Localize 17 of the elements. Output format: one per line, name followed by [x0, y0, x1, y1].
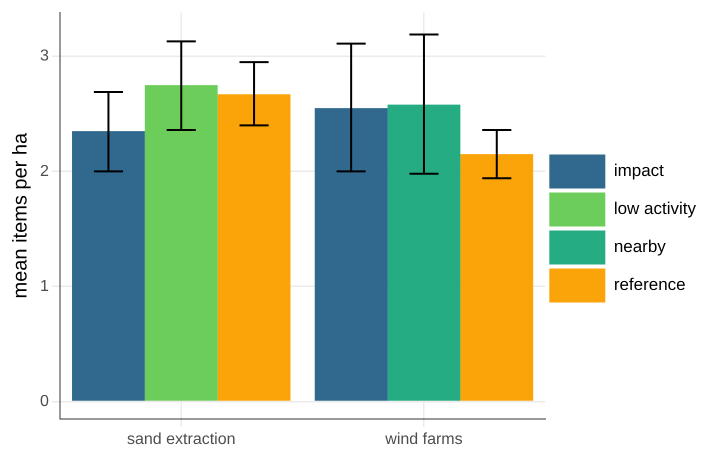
legend-label: nearby: [614, 237, 666, 256]
legend-label: impact: [614, 161, 664, 180]
legend-label: low activity: [614, 199, 696, 218]
y-tick-label: 2: [40, 162, 49, 180]
bar: [218, 94, 290, 401]
y-axis-title: mean items per ha: [10, 132, 32, 299]
bar: [314, 108, 388, 401]
bar: [460, 154, 534, 401]
bar: [388, 104, 460, 401]
legend-label: reference: [614, 275, 686, 294]
y-tick-label: 1: [40, 278, 49, 295]
y-tick-label: 3: [40, 48, 49, 65]
y-tick-label: 0: [40, 392, 49, 410]
x-tick-label: wind farms: [384, 430, 463, 448]
bar: [144, 85, 218, 401]
x-tick-label: sand extraction: [126, 430, 236, 448]
bar: [72, 131, 145, 401]
